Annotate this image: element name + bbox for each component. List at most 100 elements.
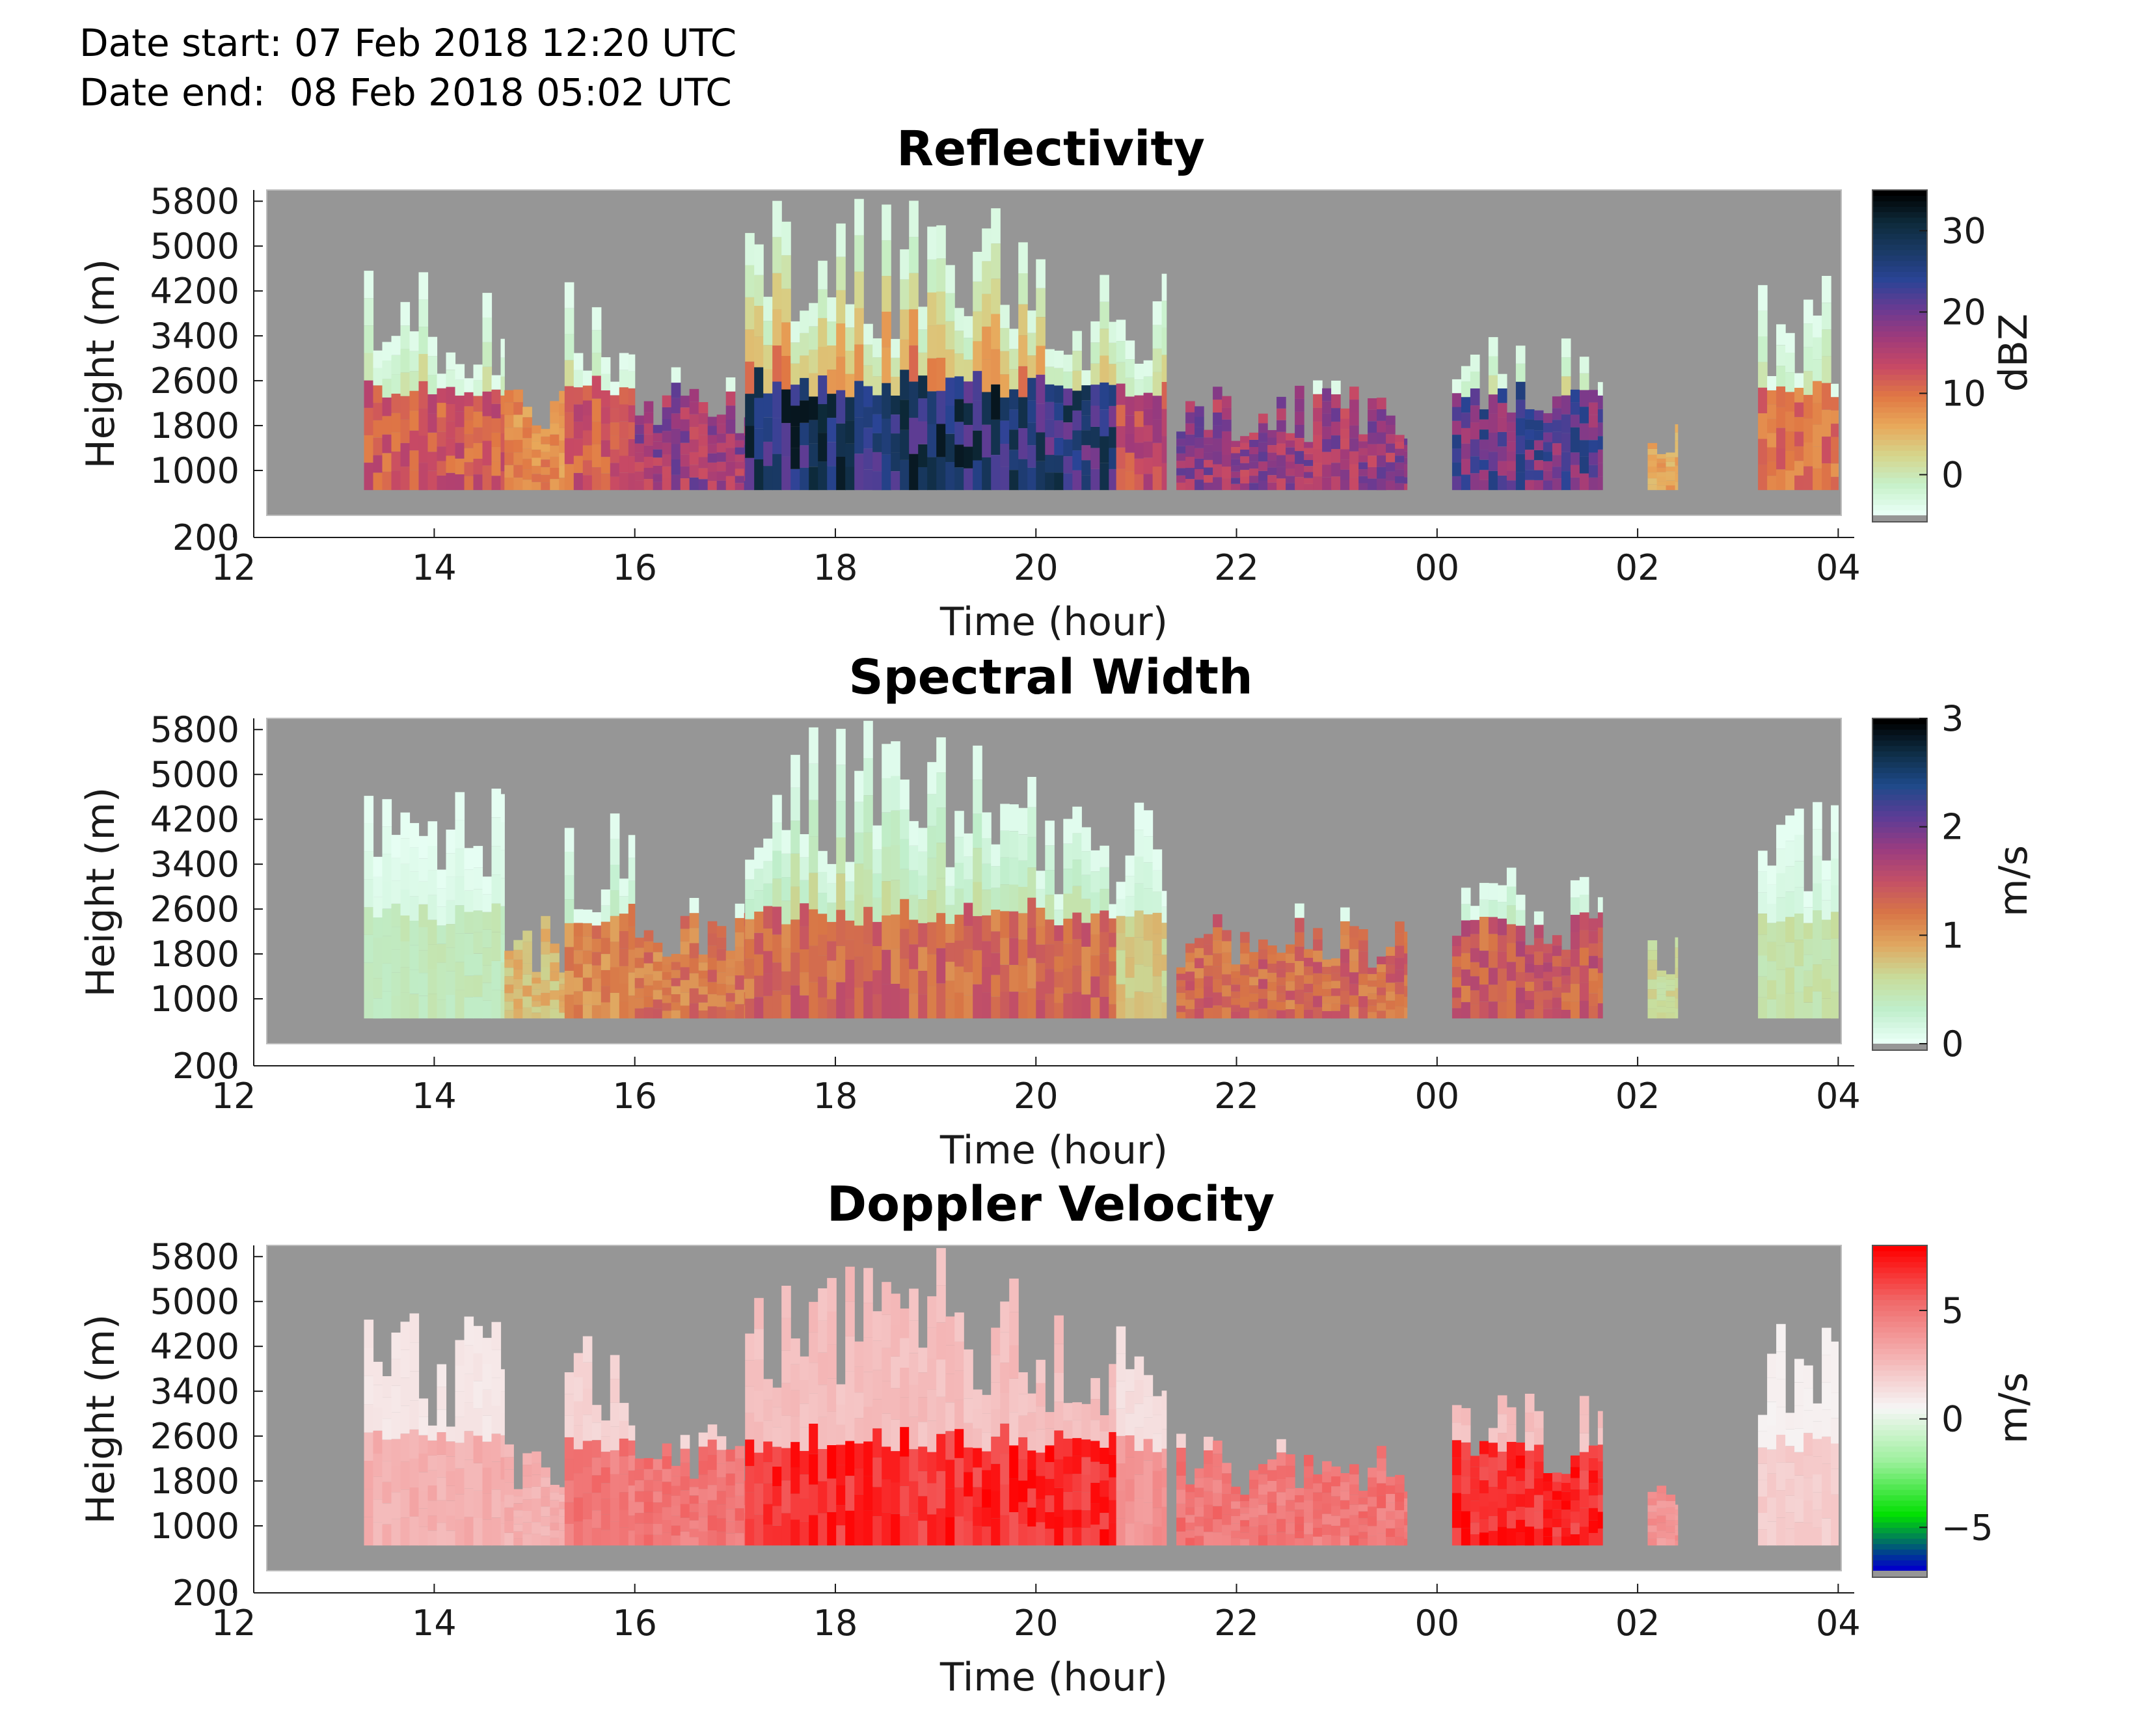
doppler-velocity-cell: [809, 1301, 818, 1333]
reflectivity-column: [582, 370, 593, 491]
doppler-velocity-cell: [854, 1392, 864, 1418]
spectral-width-cell: [945, 867, 955, 886]
spectral-width-column: [945, 867, 955, 1019]
spectral-width-cell: [781, 901, 791, 925]
spectral-width-cell: [550, 981, 560, 991]
spectral-width-cell: [1045, 895, 1055, 920]
spectral-width-column: [1072, 806, 1082, 1019]
doppler-velocity-cell: [504, 1520, 514, 1533]
spectral-width-cell: [1479, 1001, 1489, 1019]
spectral-width-cell: [1349, 926, 1359, 938]
reflectivity-cell: [716, 433, 727, 443]
spectral-width-cell: [610, 813, 620, 839]
spectral-width-column: [1231, 964, 1241, 1019]
reflectivity-cell: [725, 461, 736, 476]
doppler-velocity-cell: [744, 1513, 746, 1521]
doppler-velocity-column: [1395, 1474, 1405, 1546]
reflectivity-cell: [1597, 463, 1603, 477]
reflectivity-cell: [437, 388, 447, 403]
doppler-velocity-cell: [772, 1525, 782, 1546]
spectral-width-column: [1340, 907, 1350, 1019]
spectral-width-cell: [1561, 992, 1571, 1001]
doppler-velocity-cell: [772, 1486, 782, 1506]
reflectivity-cell: [591, 353, 602, 376]
reflectivity-cell: [716, 471, 727, 481]
reflectivity-cell: [373, 420, 383, 438]
doppler-velocity-colorbar-step: [1872, 1278, 1927, 1284]
spectral-width-cell: [982, 967, 992, 993]
doppler-velocity-cell: [982, 1508, 992, 1527]
spectral-width-cell: [455, 848, 465, 877]
doppler-velocity-cell: [973, 1448, 982, 1468]
reflectivity-column: [1656, 454, 1667, 491]
reflectivity-cell: [1656, 476, 1667, 481]
doppler-velocity-cell: [744, 1529, 746, 1538]
doppler-velocity-cell: [1794, 1499, 1804, 1523]
reflectivity-cell: [1081, 445, 1091, 461]
doppler-velocity-cell: [1675, 1525, 1679, 1530]
reflectivity-cell: [754, 459, 764, 491]
reflectivity-cell: [1152, 419, 1163, 443]
spectral-width-column: [628, 835, 636, 1019]
spectral-width-cell: [418, 973, 429, 996]
spectral-width-cell: [836, 910, 846, 946]
spectral-width-cell: [455, 990, 465, 1019]
spectral-width-cell: [1597, 927, 1603, 943]
doppler-velocity-cell: [918, 1348, 928, 1373]
reflectivity-column: [1675, 424, 1679, 491]
reflectivity-cell: [1524, 480, 1535, 491]
doppler-velocity-column: [382, 1376, 392, 1546]
doppler-velocity-cell: [1675, 1515, 1679, 1520]
doppler-velocity-cell: [446, 1441, 456, 1457]
doppler-velocity-colorbar-step: [1872, 1484, 1927, 1490]
reflectivity-cell: [827, 442, 837, 467]
reflectivity-column: [1452, 379, 1462, 491]
reflectivity-cell: [619, 404, 629, 422]
reflectivity-cell: [1295, 385, 1304, 399]
doppler-velocity-cell: [1143, 1417, 1154, 1439]
spectral-width-cell: [1161, 955, 1167, 971]
reflectivity-cell: [1570, 452, 1580, 465]
doppler-velocity-cell: [1822, 1355, 1831, 1383]
spectral-width-cell: [591, 952, 602, 966]
reflectivity-cell: [653, 465, 663, 474]
reflectivity-colorbar-label: dBZ: [1991, 314, 2036, 392]
reflectivity-cell: [504, 478, 514, 491]
reflectivity-cell: [1081, 460, 1091, 476]
doppler-velocity-column: [954, 1312, 964, 1546]
spectral-width-cell: [1100, 997, 1109, 1019]
reflectivity-cell: [763, 369, 773, 394]
reflectivity-cell: [1524, 439, 1535, 450]
reflectivity-colorbar-step: [1872, 331, 1927, 337]
spectral-width-cell: [909, 821, 919, 846]
reflectivity-colorbar-step: [1872, 461, 1927, 467]
reflectivity-cell: [455, 379, 465, 396]
spectral-width-cell: [1045, 994, 1055, 1019]
doppler-velocity-cell: [513, 1510, 523, 1517]
doppler-velocity-cell: [1267, 1524, 1277, 1535]
spectral-width-cell: [744, 953, 746, 966]
spectral-width-cell: [1185, 943, 1195, 953]
reflectivity-cell: [491, 476, 502, 491]
doppler-velocity-cell: [1597, 1428, 1603, 1445]
spectral-width-cell: [1776, 921, 1786, 946]
reflectivity-cell: [1543, 422, 1553, 433]
doppler-velocity-cell: [653, 1513, 663, 1524]
spectral-width-column: [1358, 929, 1368, 1019]
spectral-width-cell: [945, 962, 955, 981]
spectral-width-cell: [1295, 917, 1304, 932]
reflectivity-cell: [610, 409, 620, 423]
spectral-width-cell: [1386, 991, 1396, 1001]
doppler-velocity-cell: [1222, 1493, 1232, 1504]
spectral-width-cell: [482, 912, 493, 930]
doppler-velocity-cell: [882, 1479, 891, 1513]
reflectivity-colorbar-step: [1872, 477, 1927, 483]
doppler-velocity-cell: [1286, 1488, 1295, 1500]
spectral-width-cell: [809, 873, 818, 910]
doppler-velocity-column: [836, 1384, 846, 1546]
doppler-velocity-cell: [1072, 1474, 1082, 1492]
doppler-velocity-cell: [854, 1366, 864, 1393]
reflectivity-cell: [1813, 381, 1822, 403]
spectral-width-cell: [1027, 928, 1036, 958]
doppler-velocity-cell: [1063, 1474, 1073, 1493]
